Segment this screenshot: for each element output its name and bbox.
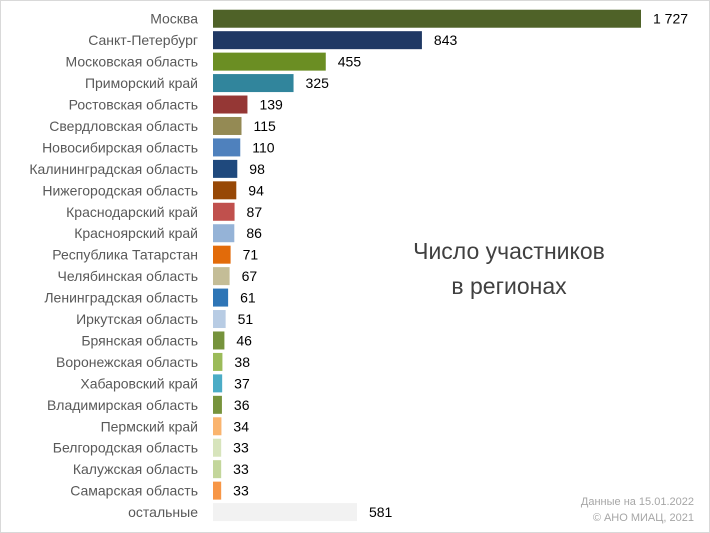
category-label-row-7: Калининградская область <box>29 161 198 177</box>
value-label-row-9: 87 <box>247 204 263 220</box>
bar-row-21 <box>213 460 222 479</box>
value-label-row-22: 33 <box>233 483 249 499</box>
value-label-row-4: 139 <box>259 97 283 113</box>
value-label-row-0: 1 727 <box>653 11 688 27</box>
category-label-row-0: Москва <box>150 11 198 27</box>
bar-row-7 <box>213 159 238 178</box>
bar-row-10 <box>213 224 235 243</box>
bar-row-12 <box>213 267 230 286</box>
category-label-row-20: Белгородская область <box>53 440 198 456</box>
category-label-row-17: Хабаровский край <box>80 375 198 391</box>
value-label-row-7: 98 <box>249 161 265 177</box>
category-label-row-22: Самарская область <box>70 483 198 499</box>
bar-row-11 <box>213 245 231 264</box>
bar-row-20 <box>213 438 222 457</box>
category-label-row-2: Московская область <box>66 54 198 70</box>
category-label-row-19: Пермский край <box>101 418 198 434</box>
category-label-row-14: Иркутская область <box>76 311 198 327</box>
category-label-row-15: Брянская область <box>81 332 198 348</box>
category-label-row-21: Калужская область <box>73 461 198 477</box>
chart-title-line-2: в регионах <box>451 273 567 299</box>
category-label-row-11: Республика Татарстан <box>52 247 198 263</box>
value-label-row-6: 110 <box>252 139 275 155</box>
value-label-row-20: 33 <box>233 440 249 456</box>
bar-row-9 <box>213 202 235 221</box>
bar-row-1 <box>213 31 422 50</box>
value-label-row-19: 34 <box>233 418 249 434</box>
value-label-row-1: 843 <box>434 32 458 48</box>
value-label-row-8: 94 <box>248 182 264 198</box>
bar-row-0 <box>213 9 641 28</box>
bar-row-5 <box>213 116 242 135</box>
bar-row-18 <box>213 395 222 414</box>
bar-row-3 <box>213 74 294 93</box>
data-date-note: Данные на 15.01.2022 <box>581 496 694 508</box>
value-label-row-10: 86 <box>246 225 262 241</box>
bar-row-15 <box>213 331 225 350</box>
bar-row-16 <box>213 352 223 371</box>
bar-row-13 <box>213 288 229 307</box>
bar-row-23 <box>213 503 357 522</box>
value-label-row-15: 46 <box>236 332 252 348</box>
bar-row-22 <box>213 481 222 500</box>
copyright-note: © АНО МИАЦ, 2021 <box>593 512 694 524</box>
bar-row-17 <box>213 374 223 393</box>
category-label-row-1: Санкт-Петербург <box>88 32 198 48</box>
category-label-row-10: Красноярский край <box>74 225 198 241</box>
value-label-row-21: 33 <box>233 461 249 477</box>
value-label-row-3: 325 <box>306 75 330 91</box>
value-label-row-17: 37 <box>234 375 250 391</box>
value-label-row-16: 38 <box>234 354 250 370</box>
category-label-row-8: Нижегородская область <box>42 182 198 198</box>
category-label-row-18: Владимирская область <box>47 397 198 413</box>
category-label-row-9: Краснодарский край <box>66 204 198 220</box>
value-label-row-12: 67 <box>242 268 258 284</box>
bar-row-8 <box>213 181 237 200</box>
value-label-row-2: 455 <box>338 54 362 70</box>
chart-title-line-1: Число участников <box>413 238 605 264</box>
value-label-row-14: 51 <box>238 311 254 327</box>
bar-row-4 <box>213 95 248 114</box>
category-label-row-3: Приморский край <box>85 75 198 91</box>
category-label-row-13: Ленинградская область <box>44 290 198 306</box>
category-label-row-4: Ростовская область <box>69 97 198 113</box>
value-label-row-5: 115 <box>254 118 277 134</box>
category-labels: Москва Санкт-Петербург Московская область П… <box>29 11 198 520</box>
bar-row-14 <box>213 310 226 329</box>
value-label-row-23: 581 <box>369 504 393 520</box>
category-label-row-16: Воронежская область <box>56 354 198 370</box>
value-label-row-11: 71 <box>243 247 259 263</box>
category-label-row-5: Свердловская область <box>49 118 198 134</box>
category-label-row-12: Челябинская область <box>58 268 199 284</box>
value-label-row-13: 61 <box>240 290 256 306</box>
category-label-row-23: остальные <box>128 504 198 520</box>
bars <box>213 9 641 522</box>
bar-row-19 <box>213 417 222 436</box>
value-label-row-18: 36 <box>234 397 250 413</box>
value-labels: 1 727 843 455 325 139 115 110 98 94 87 86 71 67 61 51 4… <box>233 11 688 520</box>
bar-row-2 <box>213 52 326 71</box>
bar-row-6 <box>213 138 241 157</box>
category-label-row-6: Новосибирская область <box>42 139 198 155</box>
